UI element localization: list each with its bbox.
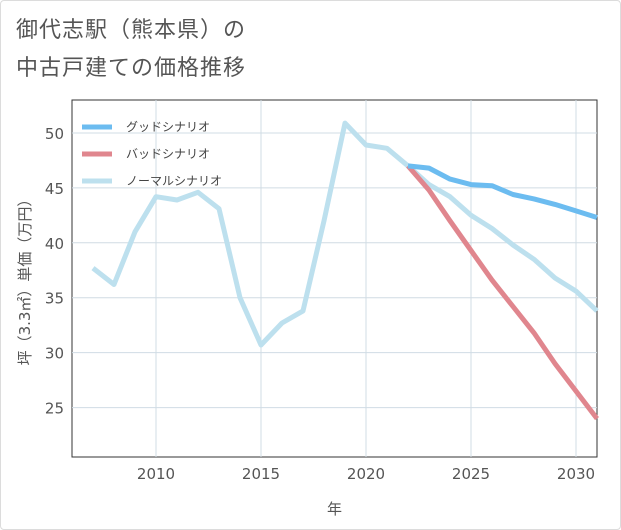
y-tick-label: 35 <box>45 290 64 308</box>
series-line-2 <box>91 120 599 348</box>
x-axis-title: 年 <box>327 500 342 518</box>
grid-lines <box>72 100 597 457</box>
x-tick-label: 2025 <box>452 465 490 483</box>
y-axis-title: 坪（3.3㎡）単価（万円） <box>16 192 34 366</box>
y-tick-label: 30 <box>45 345 64 363</box>
x-tick-label: 2015 <box>242 465 280 483</box>
x-tick-label: 2020 <box>347 465 385 483</box>
legend-label: グッドシナリオ <box>126 120 210 134</box>
series-line-1 <box>406 164 599 421</box>
legend-label: バッドシナリオ <box>126 147 210 161</box>
series-lines <box>91 120 599 421</box>
axis-ticks: 25 30 35 40 45 50 2010 2015 2020 2025 2030 <box>45 125 595 483</box>
y-tick-label: 25 <box>45 400 64 418</box>
x-tick-label: 2030 <box>557 465 595 483</box>
title-line-2: 中古戸建ての価格推移 <box>16 56 247 81</box>
legend-label: ノーマルシナリオ <box>126 174 222 188</box>
y-tick-label: 40 <box>45 235 64 253</box>
x-tick-label: 2010 <box>137 465 175 483</box>
y-tick-label: 50 <box>45 125 64 143</box>
y-tick-label: 45 <box>45 180 64 198</box>
plot-area <box>71 99 598 458</box>
series-line-0 <box>407 163 598 220</box>
title-line-1: 御代志駅（熊本県）の <box>16 18 247 43</box>
chart-title: 御代志駅（熊本県）の 中古戸建ての価格推移 <box>16 12 606 88</box>
